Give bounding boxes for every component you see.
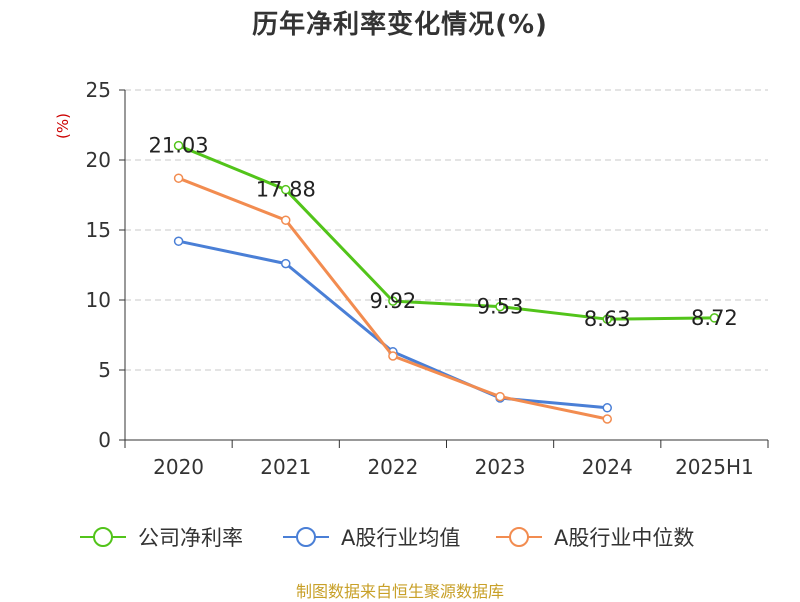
legend-marker: [296, 527, 316, 547]
data-point: [388, 351, 398, 361]
data-label: 21.03: [149, 134, 209, 158]
data-point: [173, 236, 184, 246]
source-note: 制图数据来自恒生聚源数据库: [295, 582, 504, 601]
y-tick-label: 20: [86, 148, 111, 172]
x-tick-label: 2020: [153, 455, 204, 479]
chart-title: 历年净利率变化情况(%): [252, 10, 548, 40]
data-point: [602, 403, 612, 413]
y-tick-label: 25: [86, 78, 111, 102]
data-label: 9.53: [477, 295, 524, 319]
y-tick-label: 10: [86, 288, 111, 312]
data-point: [602, 314, 612, 324]
series-line: [178, 144, 715, 321]
data-label: 8.63: [584, 307, 631, 331]
data-point: [173, 173, 184, 183]
x-tick-label: 2021: [260, 455, 311, 479]
data-label: 9.92: [370, 289, 417, 313]
x-tick-label: 2022: [367, 455, 418, 479]
x-tick-label: 2023: [475, 455, 526, 479]
data-point: [495, 391, 505, 402]
x-tick-label: 2024: [582, 455, 633, 479]
data-point: [281, 258, 291, 269]
legend-label: 公司净利率: [138, 526, 243, 550]
y-tick-label: 0: [98, 428, 111, 452]
data-point: [281, 215, 291, 225]
data-point: [388, 296, 398, 306]
y-axis-label: (%): [54, 113, 72, 139]
data-point: [281, 184, 291, 195]
series-line: [178, 239, 608, 410]
data-point: [495, 301, 505, 312]
legend-label: A股行业中位数: [554, 526, 694, 550]
legend-marker: [509, 527, 529, 547]
data-point: [173, 140, 184, 151]
data-label: 8.72: [691, 306, 738, 330]
data-point: [709, 313, 720, 323]
y-tick-label: 15: [86, 218, 111, 242]
legend-marker: [93, 527, 113, 547]
x-tick-label: 2025H1: [675, 455, 754, 479]
data-point: [602, 414, 612, 424]
legend-label: A股行业均值: [341, 526, 460, 550]
y-tick-label: 5: [98, 358, 111, 382]
data-label: 17.88: [256, 178, 316, 202]
